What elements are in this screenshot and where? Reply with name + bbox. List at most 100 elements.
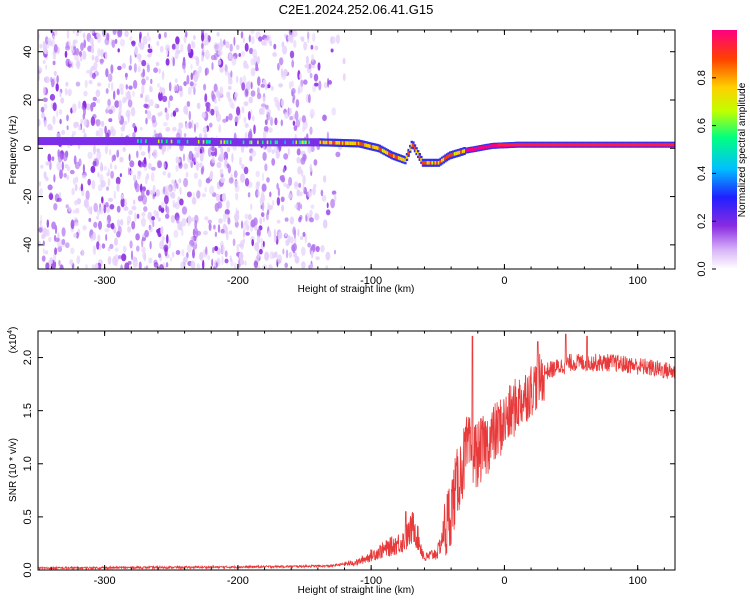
- heatmap-noise-cell: [244, 219, 249, 226]
- heatmap-noise-cell: [217, 59, 222, 66]
- heatmap-ridge-band: [194, 137, 198, 146]
- heatmap-noise-cell: [288, 193, 292, 199]
- heatmap-noise-cell: [140, 151, 146, 157]
- heatmap-noise-cell: [214, 245, 219, 252]
- heatmap-noise-cell: [168, 239, 172, 249]
- heatmap-noise-cell: [82, 163, 85, 174]
- heatmap-noise-cell: [146, 189, 150, 196]
- heatmap-noise-cell: [116, 183, 120, 192]
- heatmap-noise-cell: [265, 104, 269, 110]
- heatmap-noise-cell: [196, 190, 201, 199]
- heatmap-noise-cell: [182, 60, 186, 70]
- heatmap-noise-cell: [97, 184, 103, 192]
- heatmap-noise-cell: [303, 41, 308, 51]
- heatmap-noise-cell: [230, 259, 234, 267]
- heatmap-noise-cell: [240, 163, 244, 170]
- heatmap-ridge-band: [313, 138, 316, 147]
- heatmap-ridge-band: [253, 138, 257, 147]
- heatmap-ridge-core: [324, 140, 327, 145]
- heatmap-noise-cell: [225, 41, 230, 49]
- heatmap-noise-cell: [172, 126, 177, 132]
- heatmap-noise-cell: [267, 34, 272, 44]
- heatmap-noise-cell: [200, 167, 204, 175]
- heatmap-noise-cell: [132, 132, 136, 139]
- heatmap-noise-cell: [96, 148, 100, 153]
- heatmap-noise-cell: [204, 216, 209, 221]
- heatmap-noise-cell: [250, 30, 255, 34]
- heatmap-noise-cell: [133, 63, 137, 73]
- heatmap-noise-cell: [82, 128, 86, 134]
- heatmap-noise-cell: [73, 122, 78, 129]
- heatmap-ridge-band: [97, 137, 100, 146]
- heatmap-noise-cell: [43, 171, 47, 179]
- heatmap-noise-cell: [161, 145, 165, 155]
- heatmap-noise-cell: [121, 253, 127, 262]
- heatmap-noise-cell: [144, 229, 150, 238]
- heatmap-ridge-core: [450, 153, 453, 157]
- heatmap-noise-cell: [153, 67, 159, 73]
- heatmap-noise-cell: [216, 162, 222, 169]
- heatmap-ridge-band: [273, 138, 276, 147]
- heatmap-ridge-core: [333, 140, 337, 145]
- heatmap-ridge-core: [481, 145, 484, 150]
- heatmap-noise-cell: [64, 88, 68, 96]
- heatmap-noise-cell: [321, 194, 327, 202]
- heatmap-noise-cell: [142, 68, 145, 78]
- heatmap-ridge-band: [42, 137, 46, 146]
- heatmap-noise-cell: [50, 125, 54, 131]
- heatmap-noise-cell: [164, 195, 169, 205]
- heatmap-noise-cell: [120, 264, 123, 269]
- heatmap-noise-cell: [250, 35, 255, 45]
- heatmap-ridge-core: [205, 140, 209, 144]
- heatmap-noise-cell: [61, 238, 66, 245]
- heatmap-noise-cell: [121, 124, 126, 130]
- heatmap-noise-cell: [228, 85, 232, 90]
- heatmap-ridge-core: [429, 161, 433, 165]
- heatmap-noise-cell: [110, 164, 113, 170]
- heatmap-noise-cell: [314, 82, 319, 87]
- heatmap-noise-cell: [187, 244, 192, 253]
- heatmap-ridge-band: [255, 138, 258, 147]
- heatmap-noise-cell: [214, 98, 217, 104]
- heatmap-noise-cell: [140, 93, 144, 98]
- heatmap-noise-cell: [292, 243, 297, 252]
- heatmap-noise-cell: [252, 48, 258, 59]
- heatmap-ridge-band: [68, 137, 71, 146]
- heatmap-noise-cell: [211, 90, 215, 100]
- heatmap-ridge-band: [317, 138, 321, 147]
- heatmap-ridge-band: [119, 137, 122, 146]
- heatmap-noise-cell: [52, 60, 56, 66]
- heatmap-noise-cell: [276, 197, 281, 206]
- heatmap-noise-cell: [220, 228, 225, 234]
- heatmap-ridge-core: [266, 140, 270, 145]
- heatmap-noise-cell: [293, 251, 297, 258]
- heatmap-noise-cell: [260, 193, 265, 203]
- heatmap-noise-cell: [233, 170, 238, 178]
- heatmap-noise-cell: [141, 84, 145, 95]
- heatmap-noise-cell: [283, 153, 289, 160]
- heatmap-noise-cell: [72, 130, 77, 136]
- heatmap-ridge-core: [393, 154, 396, 158]
- heatmap-noise-cell: [342, 57, 346, 65]
- heatmap-noise-cell: [100, 48, 104, 58]
- heatmap-noise-cell: [193, 172, 198, 179]
- heatmap-ridge-core: [340, 141, 343, 145]
- heatmap-noise-cell: [256, 228, 261, 238]
- heatmap-noise-cell: [310, 44, 314, 50]
- heatmap-noise-cell: [53, 234, 57, 242]
- y-tick-label: -40: [22, 237, 34, 253]
- heatmap-ridge-core: [449, 153, 452, 158]
- heatmap-noise-cell: [219, 168, 224, 175]
- heatmap-ridge-core: [463, 149, 466, 153]
- heatmap-noise-cell: [93, 144, 96, 155]
- heatmap-ridge-band: [132, 137, 135, 146]
- heatmap-ridge-core: [249, 140, 252, 145]
- heatmap-ridge-core: [226, 140, 230, 144]
- heatmap-noise-cell: [235, 207, 238, 217]
- heatmap-noise-cell: [244, 177, 250, 187]
- heatmap-ridge-band: [39, 137, 42, 146]
- heatmap-ridge-band: [167, 137, 170, 146]
- heatmap-ridge-band: [175, 137, 178, 146]
- heatmap-noise-cell: [141, 78, 146, 86]
